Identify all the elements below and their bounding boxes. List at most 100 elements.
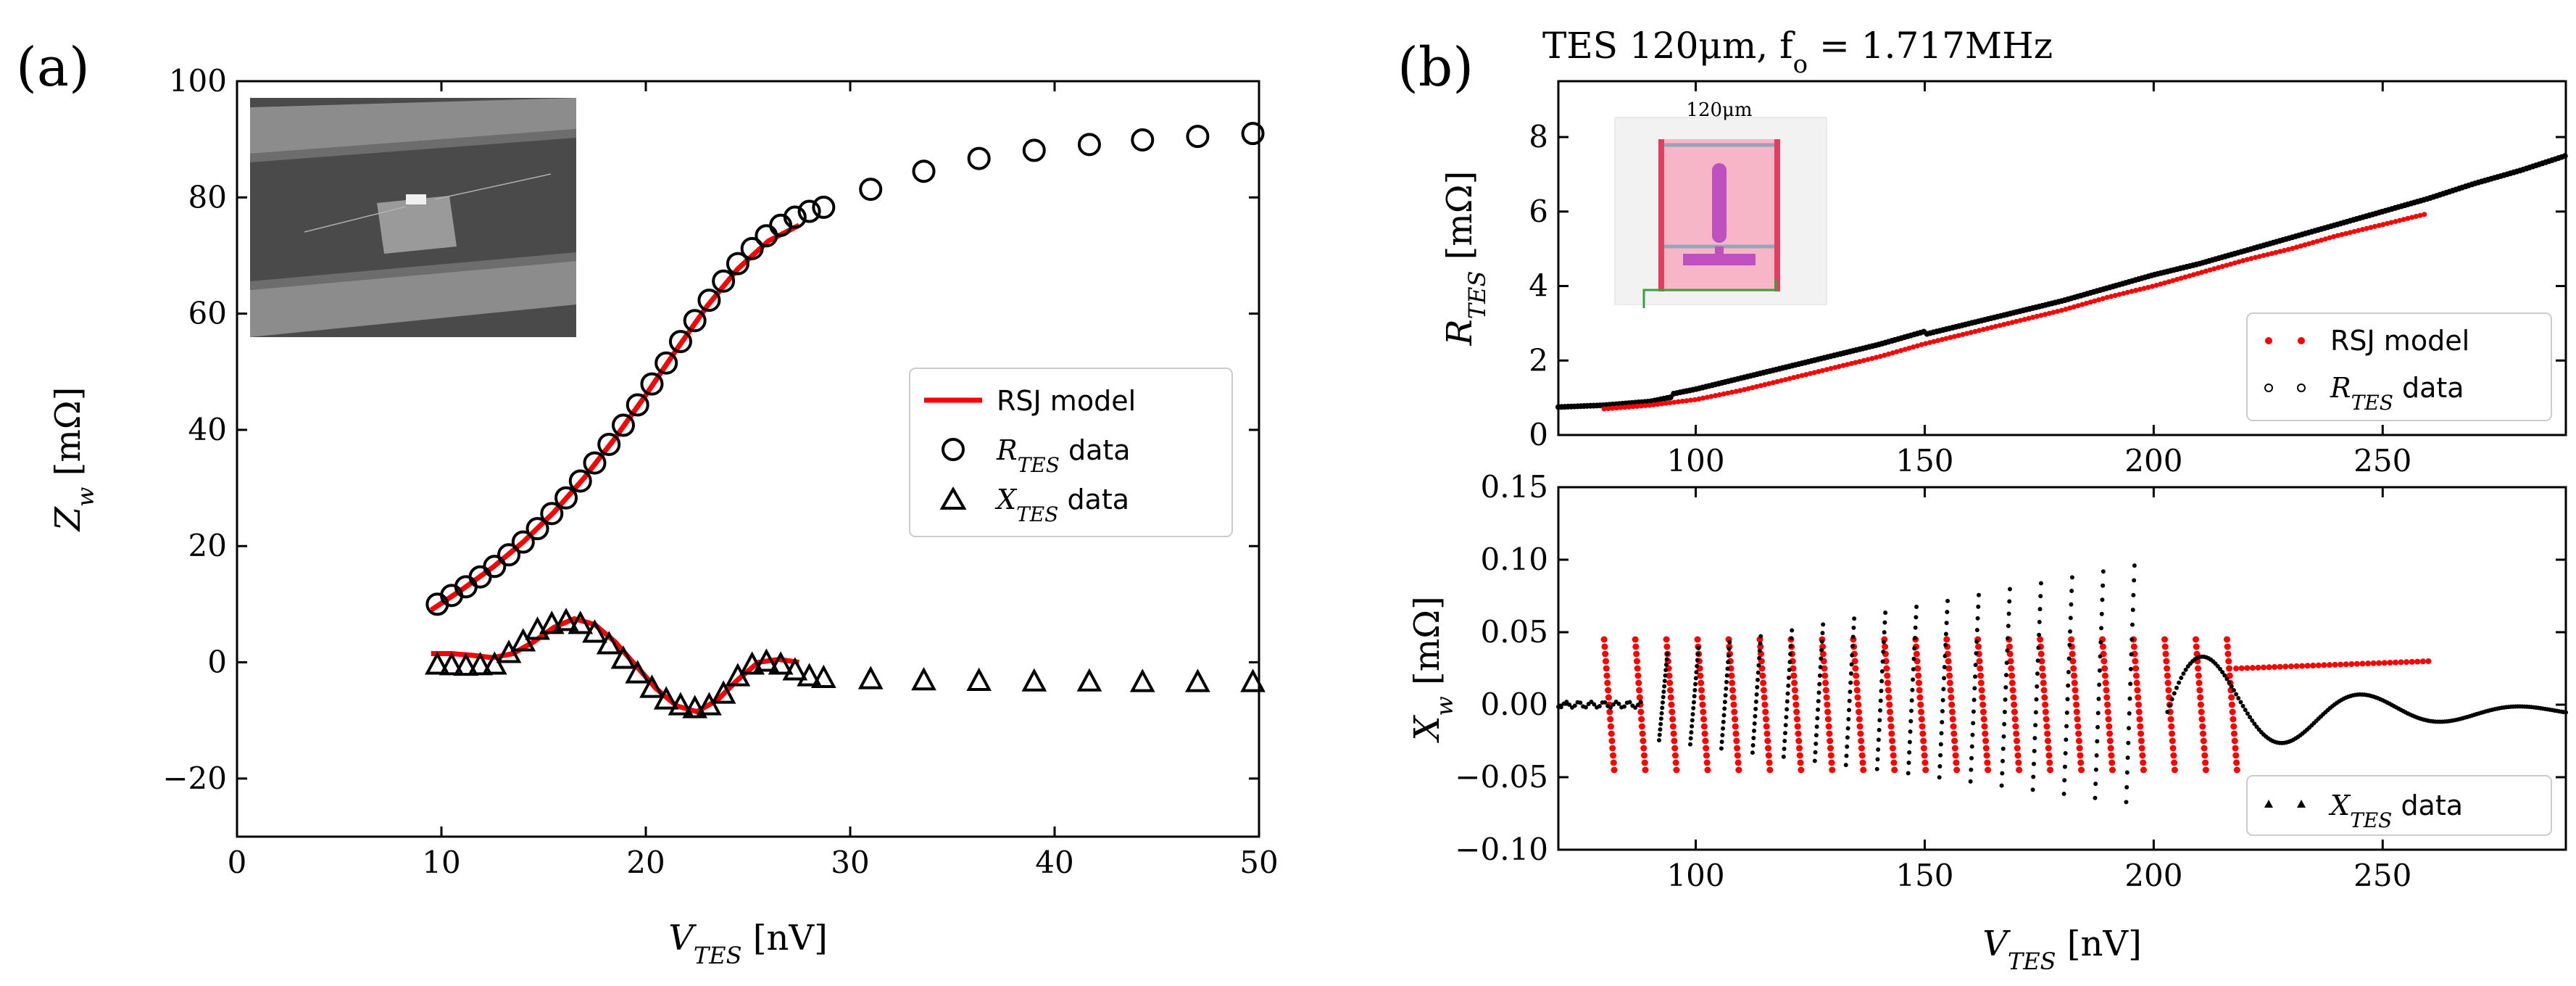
rsj-model-point: [2108, 759, 2116, 766]
xtes-data-point: [1969, 767, 1974, 772]
rsj-model-point: [2347, 230, 2353, 236]
rsj-model-point: [1634, 672, 1642, 679]
rsj-model-point: [1853, 679, 1861, 687]
rsj-model-point: [2381, 660, 2388, 666]
xtes-data-point: [1819, 647, 1824, 652]
rsj-model-point: [1915, 679, 1922, 687]
xtes-data-point: [2004, 660, 2009, 666]
rsj-model-point: [2277, 249, 2283, 254]
xtes-data-point: [1908, 708, 1914, 713]
rsj-model-point: [1952, 334, 1958, 339]
xtes-data-point: [2250, 718, 2255, 723]
xtes-data-point: [1814, 724, 1819, 729]
panel-b-top-frame: [1557, 80, 2567, 436]
xtes-data-point: [1782, 731, 1787, 736]
rsj-model-point: [2231, 737, 2238, 745]
rsj-model-point: [1655, 402, 1661, 407]
xtes-data-point: [2062, 778, 2067, 783]
rsj-model-point: [2055, 308, 2061, 314]
rsj-model-point: [1939, 336, 1945, 342]
rsj-model-point: [1819, 650, 1827, 658]
rsj-model-point: [2039, 665, 2046, 672]
rsj-model-point: [1950, 723, 1957, 730]
xtes-data-point: [1852, 616, 1857, 621]
xtes-data-point: [2067, 642, 2072, 647]
xtes-data-point: [1726, 660, 1731, 665]
xtes-data-point: [2130, 637, 2135, 642]
legend-rtes-label: RTES data: [996, 434, 1131, 477]
xtes-data-point: [1788, 644, 1793, 649]
xtes-data-point: [481, 651, 507, 675]
rsj-model-point: [2133, 679, 2140, 687]
rtes-data-point: [668, 330, 692, 354]
xtes-data-point: [1657, 738, 1661, 742]
rsj-model-point: [2046, 759, 2053, 766]
rsj-model-point: [2072, 687, 2079, 694]
rsj-model-point: [1948, 701, 1956, 708]
xtes-data-point: [1943, 642, 1948, 647]
xtes-data-point: [1911, 677, 1916, 682]
x-tick-label: 250: [2353, 858, 2411, 893]
rtes-data-point: [1022, 138, 1046, 162]
rsj-model-point: [2101, 665, 2108, 672]
rsj-model-point: [1979, 701, 1987, 708]
xtes-data-point: [1912, 636, 1917, 641]
xtes-data-point: [1723, 693, 1728, 698]
xtes-data-point: [1616, 701, 1621, 706]
xtes-data-point: [725, 663, 751, 687]
xtes-data-point: [1972, 697, 1977, 703]
rsj-model-point: [2228, 694, 2235, 701]
rsj-model-point: [2129, 289, 2135, 294]
rsj-model-point: [1869, 355, 1875, 361]
xtes-data-point: [1185, 668, 1210, 692]
xtes-data-point: [1847, 698, 1852, 703]
rsj-model-point: [2008, 665, 2015, 672]
rsj-model-point: [2077, 759, 2085, 766]
xtes-data-point: [1845, 726, 1850, 731]
xtes-data-point: [2064, 737, 2069, 742]
xtes-data-point: [2098, 654, 2103, 659]
rsj-model-point: [1745, 386, 1751, 392]
rsj-model-point: [1669, 716, 1677, 723]
rsj-model-point: [2253, 254, 2259, 260]
rsj-model-point: [1610, 752, 1617, 759]
rsj-model-point: [1982, 745, 1990, 752]
xtes-data-point: [2002, 721, 2007, 726]
xtes-data-point: [1848, 680, 1853, 685]
rtes-data-point: [583, 451, 607, 475]
xtes-data-point: [1750, 743, 1756, 748]
rsj-model-point: [1857, 359, 1863, 365]
rsj-model-point: [2405, 215, 2411, 221]
rsj-model-point: [1742, 386, 1748, 392]
xtes-data-point: [653, 686, 679, 710]
rsj-model-point: [1608, 737, 1616, 745]
xtes-data-point: [1638, 700, 1643, 705]
xtes-data-point: [2125, 755, 2130, 761]
xtes-data-point: [1693, 676, 1698, 681]
y-tick-label: −0.10: [1455, 832, 1548, 867]
rsj-model-point: [1633, 658, 1640, 665]
rsj-model-point: [1611, 766, 1618, 774]
rsj-model-point: [2042, 701, 2049, 708]
rsj-model-point: [1793, 708, 1800, 716]
rsj-model-point: [2140, 766, 2147, 774]
rsj-model-point: [2413, 214, 2419, 220]
xtes-data-point: [1756, 670, 1761, 675]
rsj-model-point: [1915, 672, 1922, 679]
rsj-model-point: [1997, 323, 2003, 328]
xtes-data-point: [1611, 702, 1616, 707]
rsj-model-point: [2417, 212, 2423, 218]
rsj-model-point: [1857, 730, 1864, 737]
xtes-data-point: [1755, 677, 1760, 682]
rsj-model-point: [1824, 708, 1832, 716]
xtes-data-point: [2231, 688, 2236, 693]
rsj-model-point: [1848, 360, 1854, 366]
xtes-data-point: [1973, 663, 1978, 668]
rsj-model-point: [1797, 759, 1804, 766]
rsj-model-point: [1622, 405, 1628, 410]
xtes-data-point: [1658, 727, 1663, 732]
rsj-model-point: [1733, 389, 1739, 394]
xtes-data-point: [1783, 723, 1788, 728]
rsj-model-point: [2230, 723, 2238, 730]
rsj-model-point: [2368, 225, 2374, 231]
